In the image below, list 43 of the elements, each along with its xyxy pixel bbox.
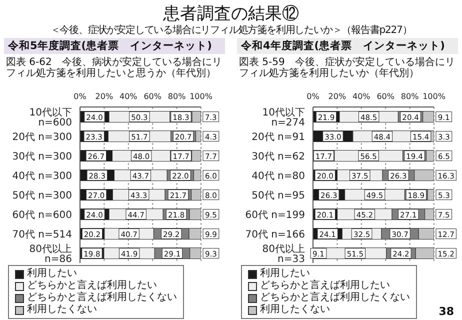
text: 38: [438, 305, 454, 318]
text: 患者調査の結果⑫: [162, 3, 300, 24]
x-tick-label: 100%: [422, 92, 446, 101]
y-tick-label: 70代 n=166: [245, 229, 305, 240]
legend-label: どちらかと言えば利用したくない: [27, 292, 177, 304]
y-tick-label: 80代以上 n=86: [29, 242, 72, 265]
x-tick-label: 60%: [376, 92, 395, 101]
y-tick-label: 20代 n=91: [252, 132, 305, 143]
chart-subtitle: 図表 6-62 今後、病状が安定している場合にリフィル処方箋を利用したいと思うか（年代別）: [6, 57, 223, 81]
x-tick-label: 20%: [95, 92, 114, 101]
y-tick-label: 50代 n=95: [252, 190, 305, 202]
x-tick-label: 40%: [120, 92, 138, 101]
text: ＜今後、症状が安定している場合にリフィル処方箋を利用したいか＞（報告書p227）: [49, 24, 413, 36]
legend-label: どちらかと言えば利用したい: [27, 280, 157, 292]
legend-label: どちらかと言えば利用したい: [260, 280, 390, 292]
y-tick-label: 40代 n=80: [252, 170, 305, 182]
legend-label: 利用したい: [27, 268, 77, 280]
x-tick-label: 80%: [168, 92, 186, 101]
y-tick-label: 60代 n=600: [12, 210, 72, 221]
y-tick-label: 60代 n=199: [245, 210, 305, 221]
y-tick-label: 20代 n=300: [12, 132, 72, 143]
y-tick-label: 50代 n=300: [12, 190, 72, 202]
y-tick-label: 10代以下 n=274: [262, 106, 305, 128]
x-tick-label: 100%: [190, 92, 213, 101]
x-tick-label: 80%: [400, 92, 420, 101]
x-tick-label: 40%: [352, 92, 371, 101]
y-tick-label: 10代以下 n=600: [29, 106, 72, 128]
chart-subtitle: 図表 5-59 今後、症状が安定している場合にリフィル処方箋を利用したいか（年代別）: [239, 57, 456, 81]
y-tick-label: 30代 n=300: [12, 151, 72, 162]
y-tick-label: 80代以上 n=33: [262, 242, 305, 265]
legend-label: 利用したい: [260, 268, 310, 280]
legend-label: 利用したくない: [260, 304, 330, 316]
x-tick-label: 20%: [328, 92, 346, 101]
y-tick-label: 70代 n=514: [12, 229, 72, 240]
legend-label: どちらかと言えば利用したくない: [260, 292, 410, 304]
x-tick-label: 0%: [306, 92, 320, 101]
x-tick-label: 60%: [144, 92, 162, 101]
y-tick-label: 30代 n=62: [252, 151, 305, 162]
chart-title: 令和4年度調査(患者票 インターネット): [237, 38, 458, 54]
y-tick-label: 40代 n=300: [12, 170, 72, 182]
legend-label: 利用したくない: [27, 304, 97, 316]
x-tick-label: 0%: [74, 92, 87, 101]
chart-title: 令和5年度調査(患者票 インターネット): [4, 38, 225, 54]
